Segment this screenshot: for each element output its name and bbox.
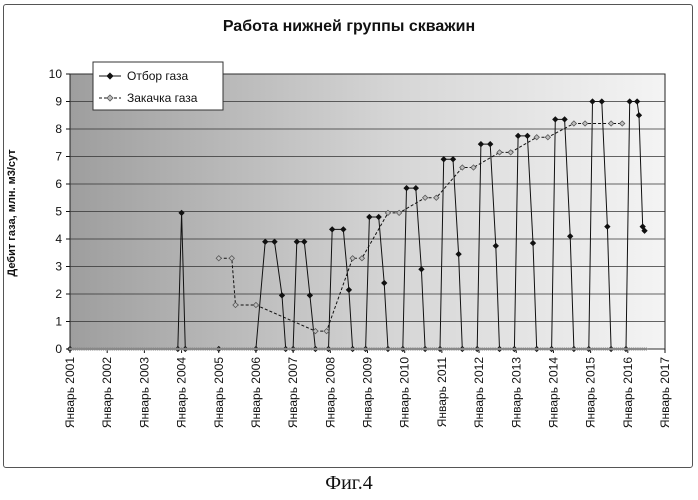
y-tick-label: 0 [55,342,62,356]
y-tick-label: 3 [55,260,62,274]
x-tick-label: Январь 2009 [361,357,375,428]
x-tick-label: Январь 2004 [175,357,189,428]
x-tick-label: Январь 2007 [286,357,300,428]
y-tick-label: 2 [55,287,62,301]
y-tick-label: 1 [55,315,62,329]
x-tick-label: Январь 2012 [472,357,486,428]
x-tick-label: Январь 2013 [509,357,523,428]
legend-label: Отбор газа [127,69,189,83]
x-tick-label: Январь 2008 [323,357,337,428]
y-tick-label: 10 [49,67,63,81]
legend-label: Закачка газа [127,91,198,105]
x-tick-label: Январь 2001 [63,357,77,428]
x-tick-label: Январь 2003 [137,357,151,428]
x-tick-label: Январь 2010 [398,357,412,428]
y-tick-label: 7 [55,150,62,164]
y-tick-label: 9 [55,95,62,109]
y-tick-label: 5 [55,205,62,219]
y-tick-label: 6 [55,177,62,191]
x-tick-label: Январь 2011 [435,357,449,428]
x-tick-label: Январь 2015 [584,357,598,428]
y-tick-label: 4 [55,232,62,246]
figure-caption: Фиг.4 [0,472,698,495]
x-tick-label: Январь 2002 [100,357,114,428]
x-tick-label: Январь 2017 [658,357,672,428]
line-chart: 0 1 2 3 4 5 6 7 8 9 10 Январь 2001 Январь 2002 Январь… [0,0,698,470]
y-tick-label: 8 [55,122,62,136]
x-tick-label: Январь 2014 [546,357,560,428]
x-tick-label: Январь 2016 [621,357,635,428]
x-tick-label: Январь 2005 [212,357,226,428]
x-tick-label: Январь 2006 [249,357,263,428]
